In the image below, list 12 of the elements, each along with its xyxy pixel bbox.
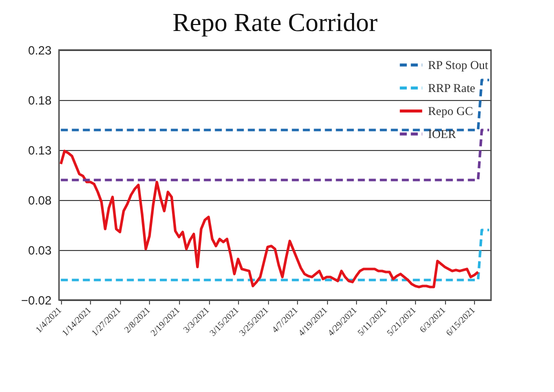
chart-title: Repo Rate Corridor [172, 8, 378, 37]
y-tick-label: 0.23 [28, 44, 52, 58]
y-tick-label: −0.02 [21, 294, 52, 308]
legend-label: Repo GC [428, 104, 473, 118]
y-tick-label: 0.08 [28, 194, 52, 208]
legend-label: RRP Rate [428, 81, 476, 95]
y-tick-label: 0.18 [28, 94, 52, 108]
legend-label: RP Stop Out [428, 58, 489, 72]
y-tick-label: 0.13 [28, 144, 52, 158]
line-series [60, 150, 480, 288]
legend-label: IOER [428, 127, 456, 141]
y-tick-label: 0.03 [28, 244, 52, 258]
